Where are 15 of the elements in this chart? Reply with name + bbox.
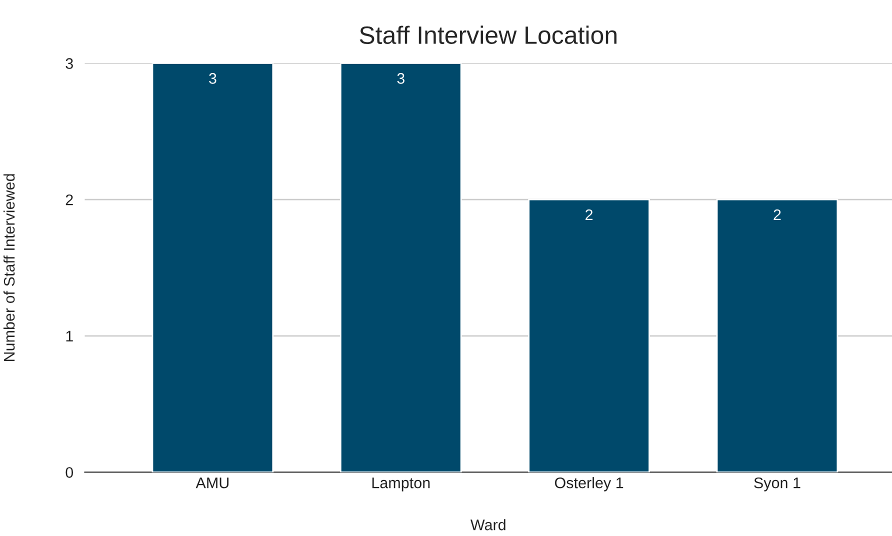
y-tick-label: 3 bbox=[66, 58, 73, 69]
y-axis-title: Number of Staff Interviewed bbox=[3, 174, 15, 362]
data-label: 3 bbox=[209, 73, 216, 84]
x-tick-label: Osterley 1 bbox=[554, 477, 624, 492]
x-tick-label: Syon 1 bbox=[754, 477, 800, 492]
chart-title: Staff Interview Location bbox=[360, 26, 616, 44]
y-tick-label: 0 bbox=[66, 467, 74, 478]
data-label: 2 bbox=[586, 209, 593, 220]
x-tick-label: AMU bbox=[196, 478, 228, 488]
x-axis-title: Ward bbox=[470, 519, 506, 530]
y-tick-label: 1 bbox=[66, 330, 73, 342]
data-label: 3 bbox=[397, 73, 404, 84]
y-tick-label: 2 bbox=[66, 194, 73, 206]
x-tick-label: Lampton bbox=[372, 478, 430, 492]
data-label: 2 bbox=[774, 209, 781, 220]
